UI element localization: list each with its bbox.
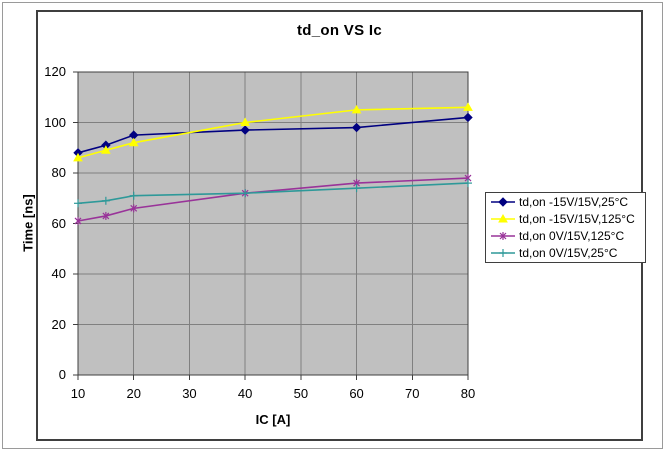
triangle-marker-icon — [351, 104, 362, 114]
triangle-marker-icon — [463, 102, 473, 111]
legend-swatch — [491, 232, 515, 240]
plus-marker-icon — [74, 199, 82, 208]
plot-area — [73, 71, 473, 380]
plus-marker-icon — [499, 249, 507, 257]
asterisk-marker-icon — [499, 232, 507, 240]
legend-swatch — [491, 213, 515, 223]
series-3 — [74, 179, 472, 208]
x-tick-label: 70 — [405, 386, 420, 401]
legend-item: td,on -15V/15V,125°C — [489, 211, 645, 228]
plus-marker-icon — [352, 184, 361, 193]
triangle-marker-icon — [498, 213, 508, 223]
series-line — [77, 177, 469, 222]
y-tick-label: 60 — [51, 215, 66, 231]
x-tick-label: 10 — [70, 386, 86, 401]
legend-item: td,on 0V/15V,25°C — [489, 245, 645, 262]
asterisk-marker-icon — [102, 211, 110, 220]
y-tick-label: 80 — [51, 165, 66, 180]
x-tick-label: 40 — [237, 386, 253, 401]
legend-label: td,on -15V/15V,125°C — [519, 212, 635, 226]
legend-label: td,on 0V/15V,25°C — [519, 246, 618, 260]
asterisk-marker-icon — [74, 216, 82, 225]
series-line — [77, 182, 469, 205]
legend-label: td,on -15V/15V,25°C — [519, 195, 629, 209]
series-line — [77, 106, 469, 159]
legend-swatch — [491, 197, 515, 207]
legend: td,on -15V/15V,25°C td,on -15V/15V,125°C t… — [485, 192, 646, 263]
x-tick-label: 60 — [349, 386, 364, 401]
x-tick-label: 80 — [460, 386, 476, 401]
diamond-marker-icon — [351, 122, 362, 133]
x-axis-title: IC [A] — [255, 412, 291, 427]
plus-marker-icon — [241, 189, 250, 198]
y-tick-label: 120 — [44, 64, 66, 79]
y-tick-label: 40 — [51, 266, 66, 281]
series-1 — [73, 102, 473, 162]
y-tick-label: 100 — [44, 114, 66, 130]
legend-item: td,on -15V/15V,25°C — [489, 194, 645, 211]
triangle-marker-icon — [240, 117, 251, 126]
chart-title: td_on VS Ic — [297, 22, 382, 39]
triangle-marker-icon — [73, 152, 83, 162]
triangle-marker-icon — [128, 137, 139, 147]
plus-marker-icon — [464, 179, 472, 188]
x-tick-label: 50 — [293, 386, 309, 401]
diamond-marker-icon — [463, 112, 473, 123]
diamond-marker-icon — [498, 197, 508, 207]
legend-label: td,on 0V/15V,125°C — [519, 229, 625, 243]
plus-marker-icon — [129, 191, 138, 200]
y-tick-label: 0 — [58, 367, 66, 382]
plus-marker-icon — [101, 196, 110, 205]
legend-item: td,on 0V/15V,125°C — [489, 228, 645, 245]
triangle-marker-icon — [100, 145, 111, 154]
diamond-marker-icon — [240, 125, 250, 135]
x-tick-label: 30 — [182, 386, 197, 401]
legend-swatch — [491, 249, 515, 257]
asterisk-marker-icon — [130, 204, 138, 213]
y-tick-label: 20 — [51, 316, 66, 332]
x-tick-label: 20 — [126, 386, 141, 401]
diamond-marker-icon — [129, 130, 139, 140]
